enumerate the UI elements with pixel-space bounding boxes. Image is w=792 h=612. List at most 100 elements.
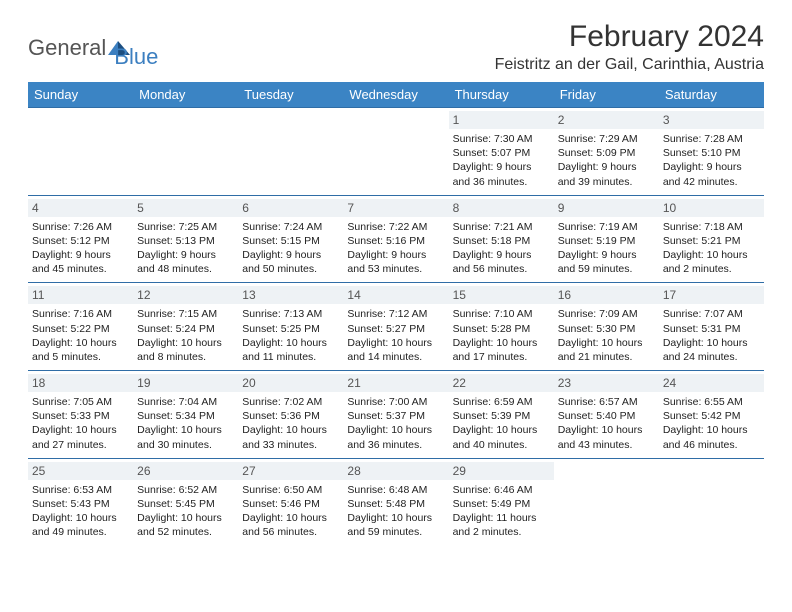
day-number: 17	[659, 286, 764, 304]
sunset-text: Sunset: 5:24 PM	[137, 322, 234, 336]
day-details: Sunrise: 6:48 AMSunset: 5:48 PMDaylight:…	[347, 483, 444, 540]
sunrise-text: Sunrise: 7:21 AM	[453, 220, 550, 234]
sunrise-text: Sunrise: 7:26 AM	[32, 220, 129, 234]
calendar-day-cell: 28Sunrise: 6:48 AMSunset: 5:48 PMDayligh…	[343, 458, 448, 545]
month-title: February 2024	[495, 20, 764, 54]
calendar-week-row: 1Sunrise: 7:30 AMSunset: 5:07 PMDaylight…	[28, 108, 764, 196]
sunrise-text: Sunrise: 7:29 AM	[558, 132, 655, 146]
sunset-text: Sunset: 5:10 PM	[663, 146, 760, 160]
day-number: 8	[449, 199, 554, 217]
calendar-day-cell: 14Sunrise: 7:12 AMSunset: 5:27 PMDayligh…	[343, 283, 448, 371]
sunset-text: Sunset: 5:40 PM	[558, 409, 655, 423]
day-details: Sunrise: 7:16 AMSunset: 5:22 PMDaylight:…	[32, 307, 129, 364]
day-number: 27	[238, 462, 343, 480]
calendar-day-cell: 7Sunrise: 7:22 AMSunset: 5:16 PMDaylight…	[343, 195, 448, 283]
weekday-header: Saturday	[659, 82, 764, 108]
daylight-text: Daylight: 10 hours and 33 minutes.	[242, 423, 339, 451]
sunrise-text: Sunrise: 7:30 AM	[453, 132, 550, 146]
sunrise-text: Sunrise: 7:00 AM	[347, 395, 444, 409]
calendar-day-cell: 21Sunrise: 7:00 AMSunset: 5:37 PMDayligh…	[343, 371, 448, 459]
day-details: Sunrise: 6:52 AMSunset: 5:45 PMDaylight:…	[137, 483, 234, 540]
day-details: Sunrise: 7:07 AMSunset: 5:31 PMDaylight:…	[663, 307, 760, 364]
calendar-day-cell	[659, 458, 764, 545]
weekday-header: Wednesday	[343, 82, 448, 108]
calendar-day-cell: 27 Sunrise: 6:50 AMSunset: 5:46 PMDayligh…	[238, 458, 343, 545]
day-details: Sunrise: 7:05 AMSunset: 5:33 PMDaylight:…	[32, 395, 129, 452]
sunset-text: Sunset: 5:18 PM	[453, 234, 550, 248]
calendar-day-cell: 24Sunrise: 6:55 AMSunset: 5:42 PMDayligh…	[659, 371, 764, 459]
sunset-text: Sunset: 5:07 PM	[453, 146, 550, 160]
day-number: 16	[554, 286, 659, 304]
calendar-week-row: 18Sunrise: 7:05 AMSunset: 5:33 PMDayligh…	[28, 371, 764, 459]
sunrise-text: Sunrise: 6:55 AM	[663, 395, 760, 409]
calendar-day-cell: 3Sunrise: 7:28 AMSunset: 5:10 PMDaylight…	[659, 108, 764, 196]
daylight-text: Daylight: 9 hours and 56 minutes.	[453, 248, 550, 276]
day-number: 15	[449, 286, 554, 304]
daylight-text: Daylight: 9 hours and 59 minutes.	[558, 248, 655, 276]
sunrise-text: Sunrise: 6:46 AM	[453, 483, 550, 497]
sunrise-text: Sunrise: 7:25 AM	[137, 220, 234, 234]
daylight-text: Daylight: 11 hours and 2 minutes.	[453, 511, 550, 539]
calendar-day-cell: 18Sunrise: 7:05 AMSunset: 5:33 PMDayligh…	[28, 371, 133, 459]
day-number: 19	[133, 374, 238, 392]
calendar-day-cell: 15 Sunrise: 7:10 AMSunset: 5:28 PMDayligh…	[449, 283, 554, 371]
day-details: Sunrise: 7:18 AMSunset: 5:21 PMDaylight:…	[663, 220, 760, 277]
daylight-text: Daylight: 10 hours and 8 minutes.	[137, 336, 234, 364]
sunrise-text: Sunrise: 7:24 AM	[242, 220, 339, 234]
day-details: Sunrise: 6:57 AMSunset: 5:40 PMDaylight:…	[558, 395, 655, 452]
daylight-text: Daylight: 10 hours and 30 minutes.	[137, 423, 234, 451]
weekday-header: Monday	[133, 82, 238, 108]
sunset-text: Sunset: 5:27 PM	[347, 322, 444, 336]
weekday-header: Tuesday	[238, 82, 343, 108]
daylight-text: Daylight: 9 hours and 45 minutes.	[32, 248, 129, 276]
day-details: Sunrise: 7:28 AMSunset: 5:10 PMDaylight:…	[663, 132, 760, 189]
sunset-text: Sunset: 5:16 PM	[347, 234, 444, 248]
sunrise-text: Sunrise: 7:16 AM	[32, 307, 129, 321]
daylight-text: Daylight: 10 hours and 52 minutes.	[137, 511, 234, 539]
sunset-text: Sunset: 5:34 PM	[137, 409, 234, 423]
sunset-text: Sunset: 5:15 PM	[242, 234, 339, 248]
sunset-text: Sunset: 5:42 PM	[663, 409, 760, 423]
sunrise-text: Sunrise: 7:22 AM	[347, 220, 444, 234]
day-details: Sunrise: 7:13 AMSunset: 5:25 PMDaylight:…	[242, 307, 339, 364]
calendar-day-cell	[133, 108, 238, 196]
weekday-header-row: Sunday Monday Tuesday Wednesday Thursday…	[28, 82, 764, 108]
calendar-week-row: 11Sunrise: 7:16 AMSunset: 5:22 PMDayligh…	[28, 283, 764, 371]
sunset-text: Sunset: 5:48 PM	[347, 497, 444, 511]
daylight-text: Daylight: 10 hours and 17 minutes.	[453, 336, 550, 364]
day-details: Sunrise: 7:22 AMSunset: 5:16 PMDaylight:…	[347, 220, 444, 277]
sunrise-text: Sunrise: 7:04 AM	[137, 395, 234, 409]
day-number: 9	[554, 199, 659, 217]
sunset-text: Sunset: 5:31 PM	[663, 322, 760, 336]
sunset-text: Sunset: 5:30 PM	[558, 322, 655, 336]
sunset-text: Sunset: 5:49 PM	[453, 497, 550, 511]
calendar-day-cell: 22Sunrise: 6:59 AMSunset: 5:39 PMDayligh…	[449, 371, 554, 459]
calendar-day-cell: 11 Sunrise: 7:16 AMSunset: 5:22 PMDayligh…	[28, 283, 133, 371]
calendar-day-cell: 26 Sunrise: 6:52 AMSunset: 5:45 PMDayligh…	[133, 458, 238, 545]
daylight-text: Daylight: 10 hours and 43 minutes.	[558, 423, 655, 451]
day-number: 11	[28, 286, 133, 304]
daylight-text: Daylight: 10 hours and 21 minutes.	[558, 336, 655, 364]
sunset-text: Sunset: 5:25 PM	[242, 322, 339, 336]
weekday-header: Friday	[554, 82, 659, 108]
day-details: Sunrise: 7:21 AMSunset: 5:18 PMDaylight:…	[453, 220, 550, 277]
daylight-text: Daylight: 10 hours and 24 minutes.	[663, 336, 760, 364]
calendar-day-cell: 10Sunrise: 7:18 AMSunset: 5:21 PMDayligh…	[659, 195, 764, 283]
daylight-text: Daylight: 10 hours and 5 minutes.	[32, 336, 129, 364]
sunrise-text: Sunrise: 6:48 AM	[347, 483, 444, 497]
day-number: 26	[133, 462, 238, 480]
calendar-week-row: 4Sunrise: 7:26 AMSunset: 5:12 PMDaylight…	[28, 195, 764, 283]
calendar-week-row: 25Sunrise: 6:53 AMSunset: 5:43 PMDayligh…	[28, 458, 764, 545]
calendar-day-cell: 13Sunrise: 7:13 AMSunset: 5:25 PMDayligh…	[238, 283, 343, 371]
calendar-day-cell: 29Sunrise: 6:46 AMSunset: 5:49 PMDayligh…	[449, 458, 554, 545]
sunrise-text: Sunrise: 7:18 AM	[663, 220, 760, 234]
day-details: Sunrise: 7:02 AMSunset: 5:36 PMDaylight:…	[242, 395, 339, 452]
sunrise-text: Sunrise: 7:13 AM	[242, 307, 339, 321]
day-details: Sunrise: 7:10 AMSunset: 5:28 PMDaylight:…	[453, 307, 550, 364]
sunset-text: Sunset: 5:22 PM	[32, 322, 129, 336]
day-details: Sunrise: 6:50 AMSunset: 5:46 PMDaylight:…	[242, 483, 339, 540]
day-details: Sunrise: 7:25 AMSunset: 5:13 PMDaylight:…	[137, 220, 234, 277]
daylight-text: Daylight: 10 hours and 14 minutes.	[347, 336, 444, 364]
sunrise-text: Sunrise: 7:12 AM	[347, 307, 444, 321]
day-number: 4	[28, 199, 133, 217]
